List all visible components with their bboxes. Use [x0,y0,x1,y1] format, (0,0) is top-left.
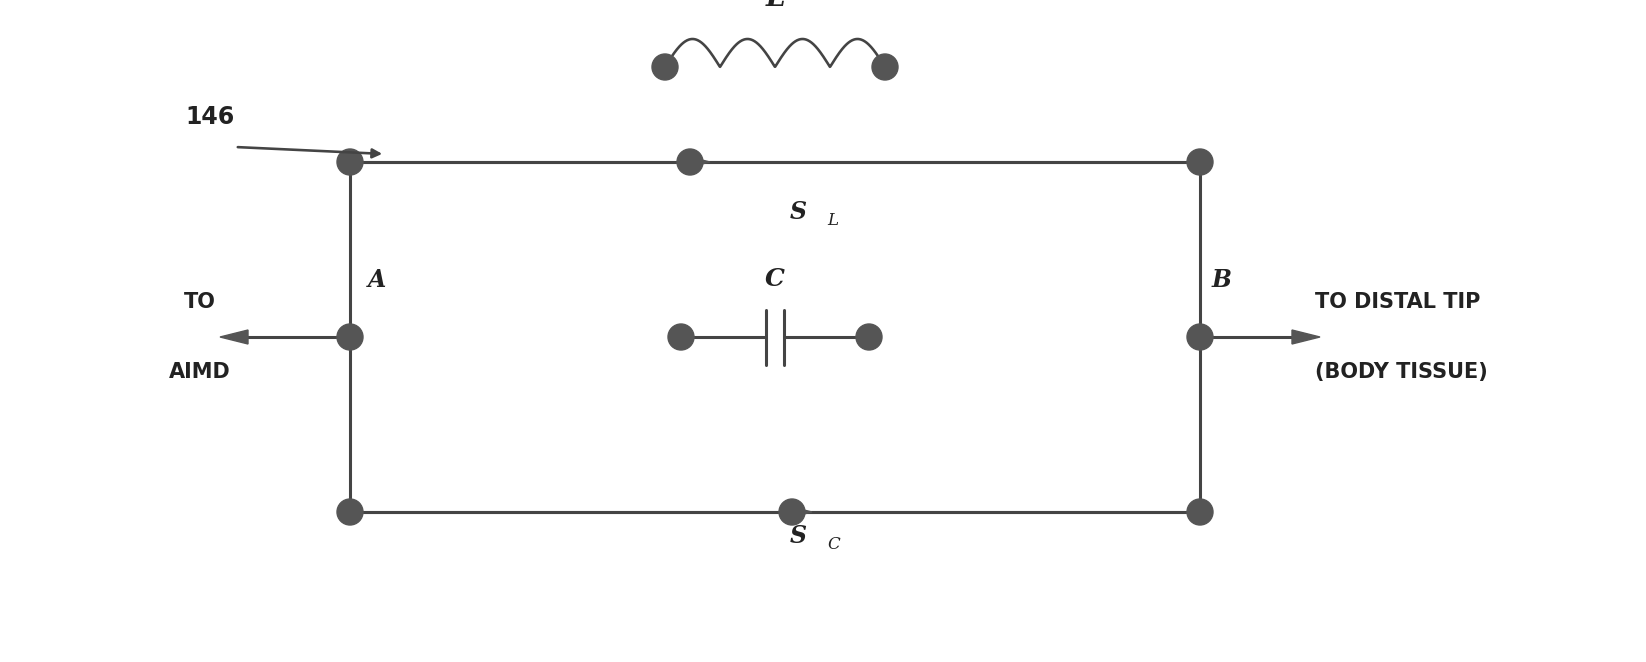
Polygon shape [783,505,811,519]
Circle shape [856,324,882,350]
Text: TO DISTAL TIP: TO DISTAL TIP [1315,292,1480,312]
Circle shape [337,324,364,350]
Text: L: L [765,0,785,12]
Text: C: C [765,267,785,291]
Bar [351,162,1200,512]
Circle shape [652,54,678,80]
Circle shape [337,149,364,175]
Polygon shape [681,155,709,169]
Text: S: S [790,524,807,548]
Circle shape [1187,324,1213,350]
Text: 146: 146 [184,105,234,129]
Polygon shape [1292,330,1320,344]
Text: S: S [790,200,807,224]
Circle shape [677,149,703,175]
Circle shape [779,499,805,525]
Circle shape [337,499,364,525]
Circle shape [872,54,899,80]
Text: A: A [369,268,387,292]
Text: C: C [826,536,839,553]
Circle shape [1187,499,1213,525]
Circle shape [1187,149,1213,175]
Text: TO: TO [184,292,216,312]
Polygon shape [221,330,249,344]
Text: B: B [1211,268,1231,292]
Text: L: L [826,212,838,229]
Text: (BODY TISSUE): (BODY TISSUE) [1315,362,1488,382]
Text: AIMD: AIMD [170,362,230,382]
Circle shape [668,324,695,350]
